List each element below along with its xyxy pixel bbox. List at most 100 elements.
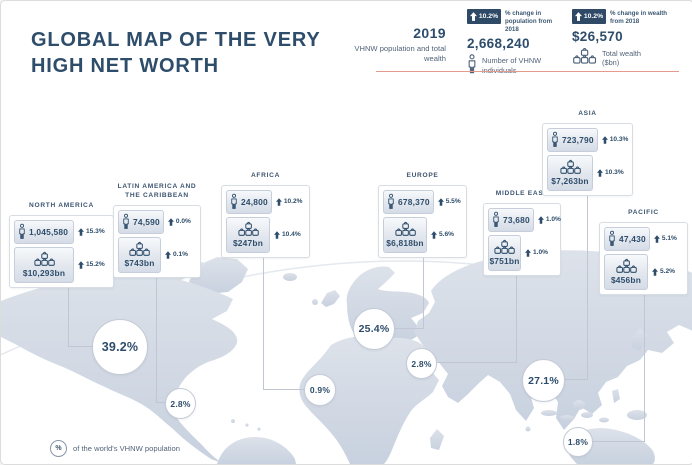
population-change-value: 5.5%: [445, 198, 461, 206]
region-card: 678,370 5.5% $6,818bn 5.6%: [378, 184, 469, 258]
continent-africa: [299, 336, 439, 464]
population-change: 10.3%: [598, 136, 633, 144]
money-stack-icon: [615, 259, 637, 274]
population-box: 678,370: [383, 189, 434, 214]
connector-africa: [263, 252, 305, 390]
region-card: 74,590 0.0% $743bn 0.1%: [113, 204, 201, 278]
share-circle-latin-america: 2.8%: [165, 388, 196, 419]
person-icon: [123, 214, 129, 230]
population-change-value: 0.0%: [175, 218, 191, 226]
wealth-box: $10,293bn: [14, 246, 74, 283]
island-philippines: [612, 389, 620, 403]
region-middle-east: MIDDLE EAST 73,680 1.0% $751bn: [483, 190, 561, 276]
wealth-change: 1.0%: [521, 249, 556, 257]
population-value: 74,590: [133, 216, 160, 227]
wealth-change-value: 1.0%: [533, 249, 549, 257]
up-arrow-icon: [437, 198, 444, 206]
region-card: 24,800 10.2% $247bn 10.4%: [221, 184, 310, 258]
population-change-value: 5.1%: [661, 235, 677, 243]
continent-europe: [321, 290, 340, 307]
up-arrow-icon: [78, 261, 84, 269]
wealth-box: $6,818bn: [383, 216, 427, 253]
wealth-change-value: 5.6%: [439, 231, 455, 239]
population-change: 15.3%: [74, 228, 109, 236]
person-icon: [493, 212, 499, 228]
kpi-population: 10.2% % change in population from 2018 2…: [467, 9, 567, 76]
money-stack-icon: [33, 252, 55, 267]
person-icon: [388, 194, 394, 210]
population-change-badge: 10.2%: [467, 9, 501, 24]
year-caption: VHNW population and total wealth: [354, 44, 446, 64]
up-arrow-icon: [525, 249, 531, 257]
region-label: MIDDLE EAST: [495, 190, 549, 197]
population-value: 73,680: [503, 214, 530, 225]
money-stack-icon: [559, 160, 581, 175]
year-block: 2019 VHNW population and total wealth: [331, 25, 446, 65]
money-stack-icon: [494, 240, 515, 255]
wealth-value: $743bn: [124, 258, 155, 269]
person-icon: [231, 194, 237, 210]
continent-greenland: [189, 257, 248, 294]
region-label: EUROPE: [406, 172, 439, 179]
percent-circle-icon: %: [50, 440, 67, 457]
share-circle-north-america: 39.2%: [92, 319, 148, 375]
population-change: 5.1%: [650, 235, 685, 243]
wealth-value: $247bn: [232, 238, 264, 249]
population-change-value: 1.0%: [545, 216, 561, 224]
region-latin-america: LATIN AMERICA AND THE CARIBBEAN 74,590 0…: [113, 183, 201, 278]
connector-asia: [562, 190, 588, 380]
wealth-box: $456bn: [604, 253, 648, 290]
region-pacific: PACIFIC 47,430 5.1% $456bn: [599, 209, 688, 295]
region-label: ASIA: [578, 110, 597, 117]
up-arrow-icon: [275, 198, 282, 206]
up-arrow-icon: [274, 231, 280, 239]
population-change-caption: % change in population from 2018: [505, 10, 553, 33]
money-stack-icon: [237, 222, 259, 237]
up-arrow-icon: [165, 251, 171, 259]
region-card: 1,045,580 15.3% $10,293bn 15.2%: [9, 214, 114, 288]
share-circle-pacific: 1.8%: [563, 427, 593, 457]
connector-middle-east: [434, 270, 517, 363]
population-change: 5.5%: [434, 198, 469, 206]
wealth-change-value: 0.1%: [173, 251, 189, 259]
population-box: 1,045,580: [14, 219, 74, 244]
wealth-total-caption: Total wealth ($bn): [602, 48, 642, 68]
connector-latin-america: [156, 271, 167, 403]
population-change-value: 15.3%: [86, 228, 105, 236]
population-change: 1.0%: [534, 216, 569, 224]
population-box: 47,430: [604, 226, 650, 251]
population-value: 47,430: [619, 233, 646, 244]
wealth-box: $247bn: [226, 216, 270, 253]
legend-text: of the world's VHNW population: [73, 444, 180, 453]
wealth-value: $751bn: [489, 256, 520, 267]
population-value: 723,790: [562, 134, 594, 145]
share-circle-africa: 0.9%: [304, 374, 336, 406]
connector-north-america: [68, 286, 93, 347]
population-total-caption: Number of VHNW individuals: [482, 56, 542, 75]
population-value: 1,045,580: [29, 226, 69, 237]
population-change-badge-value: 10.2%: [478, 13, 499, 20]
wealth-change-badge: 10.2%: [572, 9, 606, 24]
header-divider-line: [376, 71, 679, 72]
wealth-box: $7,263bn: [547, 154, 593, 191]
region-asia: ASIA 723,790 10.3% $7,263bn: [542, 110, 633, 196]
wealth-value: $456bn: [610, 275, 642, 286]
share-circle-asia: 27.1%: [522, 359, 565, 402]
up-arrow-icon: [431, 231, 437, 239]
wealth-change-value: 10.3%: [605, 169, 624, 177]
wealth-total: $26,570: [572, 28, 623, 44]
wealth-change-value: 5.2%: [660, 268, 676, 276]
wealth-change: 5.2%: [648, 268, 683, 276]
continent-south-america: [217, 437, 296, 464]
person-icon: [609, 231, 615, 247]
region-label: LATIN AMERICA AND THE CARIBBEAN: [117, 183, 197, 199]
up-arrow-icon: [78, 228, 84, 236]
money-stack-icon: [394, 222, 416, 237]
region-label: AFRICA: [250, 172, 281, 179]
region-label: PACIFIC: [628, 209, 659, 216]
wealth-change-value: 15.2%: [86, 261, 105, 269]
wealth-change: 0.1%: [161, 251, 196, 259]
population-change: 0.0%: [164, 218, 199, 226]
wealth-value: $6,818bn: [386, 238, 424, 249]
